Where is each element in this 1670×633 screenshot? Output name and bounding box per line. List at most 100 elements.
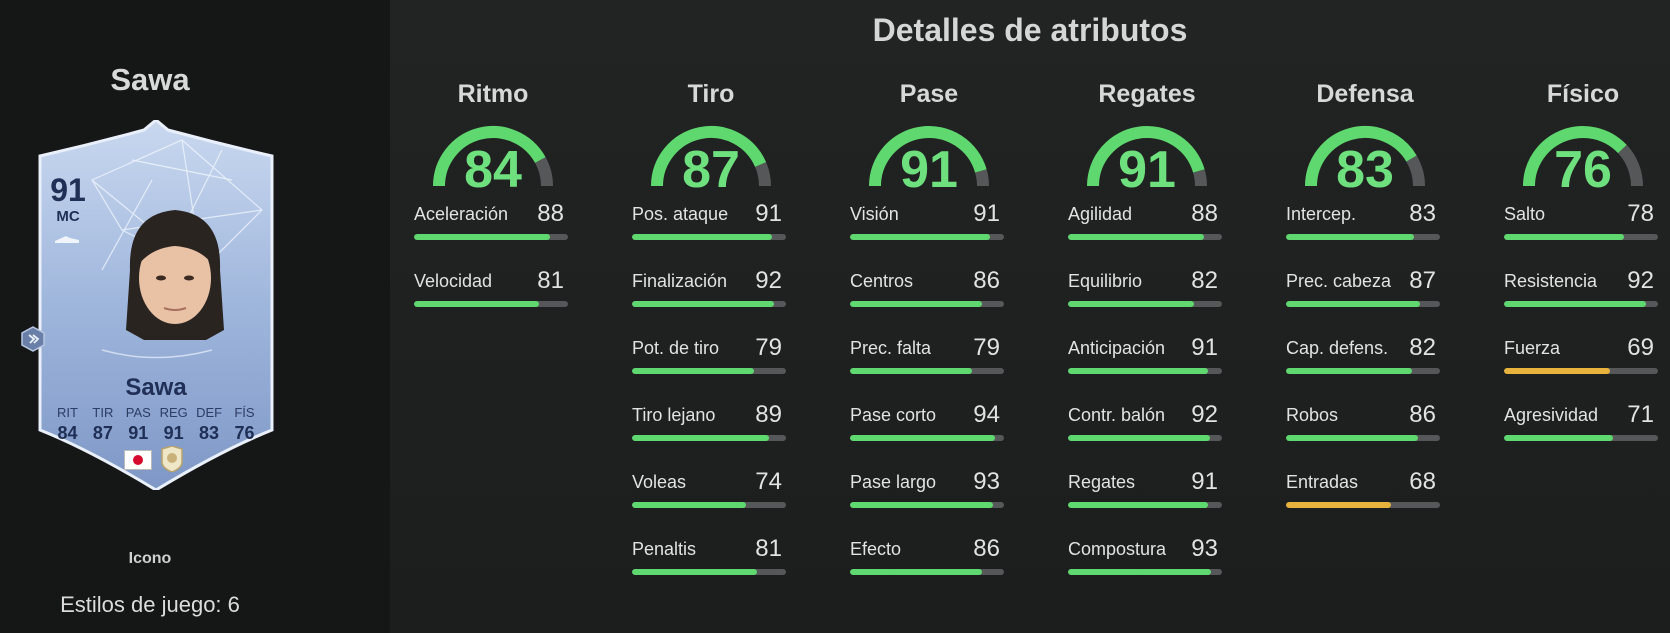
stat-row: Visión 91 — [850, 200, 1008, 267]
gauge-fill — [1087, 126, 1205, 187]
stat-row: Tiro lejano 89 — [632, 401, 790, 468]
stat-value: 87 — [1409, 267, 1436, 294]
stat-value: 93 — [973, 468, 1000, 495]
stat-bar-track — [850, 368, 1004, 374]
category-gauge: 84 — [408, 122, 578, 200]
gauge-fill — [869, 126, 987, 187]
stat-label: Pase corto — [850, 405, 937, 425]
stat-label: Penaltis — [632, 539, 697, 559]
category-rating: 84 — [464, 141, 522, 199]
stat-bar-fill — [1504, 435, 1614, 441]
attribute-column-0: Ritmo 84 Aceleración 88 Velocidad 81 — [408, 80, 578, 334]
stat-label: Pot. de tiro — [632, 338, 720, 358]
stat-label: Prec. cabeza — [1286, 271, 1392, 291]
stat-row: Pot. de tiro 79 — [632, 334, 790, 401]
stat-value: 92 — [1191, 401, 1218, 428]
gauge-fill — [1523, 126, 1627, 187]
attribute-column-4: Defensa 83 Intercep. 83 Prec. cabeza 87 Cap. d… — [1280, 80, 1450, 535]
stat-value: 91 — [1191, 468, 1218, 495]
category-title: Ritmo — [457, 80, 529, 108]
stat-label: Anticipación — [1068, 338, 1166, 358]
stat-row: Resistencia 92 — [1504, 267, 1662, 334]
stat-label: Aceleración — [414, 204, 509, 224]
player-card[interactable]: 91 MC Sawa RIT TIR PAS REG DEF FÍS 84 87… — [32, 120, 280, 490]
stat-label: Regates — [1068, 472, 1136, 492]
stat-bar-track — [1286, 502, 1440, 508]
card-stat-value: 91 — [128, 423, 149, 443]
attributes-panel: Detalles de atributos Ritmo 84 Aceleración… — [390, 0, 1670, 633]
category-gauge: 83 — [1280, 122, 1450, 200]
stat-row: Efecto 86 — [850, 535, 1008, 602]
stat-row: Aceleración 88 — [414, 200, 572, 267]
category-gauge: 91 — [844, 122, 1014, 200]
stat-label: Robos — [1286, 405, 1339, 425]
stat-value: 88 — [1191, 200, 1218, 227]
player-portrait-icon — [126, 210, 224, 340]
playstyles-count[interactable]: Estilos de juego: 6 — [60, 592, 240, 617]
category-rating: 91 — [1118, 141, 1176, 199]
gauge-track — [754, 162, 771, 187]
card-stat-labels: RIT TIR PAS REG DEF FÍS — [50, 405, 262, 420]
stat-label: Efecto — [850, 539, 902, 559]
stat-value: 79 — [755, 334, 782, 361]
card-player-name: Sawa — [125, 374, 187, 401]
stat-label: Agilidad — [1068, 204, 1133, 224]
stat-row: Anticipación 91 — [1068, 334, 1226, 401]
stat-bar-fill — [632, 368, 754, 374]
stat-value: 69 — [1627, 334, 1654, 361]
stat-value: 81 — [537, 267, 564, 294]
stat-bar-fill — [1068, 502, 1209, 508]
evolution-badge-icon — [21, 326, 45, 352]
category-gauge: 87 — [626, 122, 796, 200]
stat-bar-track — [632, 502, 786, 508]
stat-label: Equilibrio — [1068, 271, 1143, 291]
stat-row: Voleas 74 — [632, 468, 790, 535]
stat-value: 82 — [1409, 334, 1436, 361]
category-rating: 91 — [900, 141, 958, 199]
stat-label: Resistencia — [1504, 271, 1598, 291]
category-gauge: 91 — [1062, 122, 1232, 200]
category-title: Pase — [899, 80, 959, 108]
stat-row: Equilibrio 82 — [1068, 267, 1226, 334]
gauge-track — [534, 157, 553, 187]
stat-row: Cap. defens. 82 — [1286, 334, 1444, 401]
stat-row: Pos. ataque 91 — [632, 200, 790, 267]
stat-bar-fill — [850, 368, 972, 374]
category-rating: 83 — [1336, 141, 1394, 199]
stat-bar-track — [850, 234, 1004, 240]
stat-bar-fill — [414, 234, 550, 240]
stat-bar-fill — [850, 234, 991, 240]
stat-bar-fill — [1286, 435, 1419, 441]
stat-row: Prec. cabeza 87 — [1286, 267, 1444, 334]
card-stat-label: REG — [159, 405, 188, 420]
stat-bar-fill — [1068, 234, 1204, 240]
gauge-fill — [651, 126, 767, 187]
stat-bar-track — [632, 301, 786, 307]
category-title: Regates — [1098, 80, 1196, 108]
card-stat-values: 84 87 91 91 83 76 — [50, 423, 262, 444]
stat-label: Contr. balón — [1068, 405, 1166, 425]
card-stat-value: 91 — [163, 423, 184, 443]
stat-bar-track — [1504, 301, 1658, 307]
stat-row: Fuerza 69 — [1504, 334, 1662, 401]
stat-label: Voleas — [632, 472, 687, 492]
stat-bar-fill — [1286, 368, 1413, 374]
stat-value: 83 — [1409, 200, 1436, 227]
stat-row: Entradas 68 — [1286, 468, 1444, 535]
gauge-arc — [433, 126, 553, 187]
player-name: Sawa — [110, 62, 190, 97]
stat-label: Intercep. — [1286, 204, 1357, 224]
gauge-arc — [1087, 126, 1208, 187]
gauge-track — [1617, 144, 1643, 187]
stat-label: Cap. defens. — [1286, 338, 1389, 358]
stat-value: 78 — [1627, 200, 1654, 227]
stat-value: 82 — [1191, 267, 1218, 294]
stat-value: 91 — [973, 200, 1000, 227]
stat-value: 93 — [1191, 535, 1218, 562]
stat-bar-track — [1286, 301, 1440, 307]
stat-bar-fill — [1504, 301, 1646, 307]
attribute-column-1: Tiro 87 Pos. ataque 91 Finalización 92 Pot. de… — [626, 80, 796, 602]
stat-bar-track — [850, 569, 1004, 575]
stat-bar-track — [1068, 301, 1222, 307]
stat-value: 86 — [973, 535, 1000, 562]
